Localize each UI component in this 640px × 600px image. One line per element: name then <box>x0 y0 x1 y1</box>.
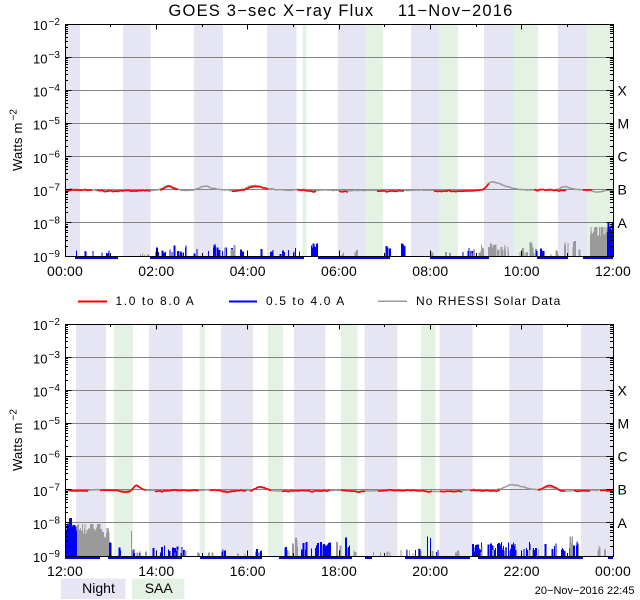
svg-text:B: B <box>618 482 627 498</box>
svg-text:12:00: 12:00 <box>595 263 631 279</box>
svg-text:10: 10 <box>33 318 47 333</box>
svg-text:C: C <box>618 449 628 465</box>
svg-text:−2: −2 <box>9 109 20 121</box>
svg-text:16:00: 16:00 <box>230 563 266 579</box>
svg-text:18:00: 18:00 <box>321 563 357 579</box>
svg-text:C: C <box>618 149 628 165</box>
svg-text:−9: −9 <box>49 249 61 260</box>
svg-text:06:00: 06:00 <box>321 263 357 279</box>
svg-text:M: M <box>618 415 630 431</box>
svg-text:10: 10 <box>33 51 47 66</box>
svg-text:−3: −3 <box>49 50 61 61</box>
svg-text:10: 10 <box>33 85 47 100</box>
svg-text:−2: −2 <box>49 317 61 328</box>
svg-text:−6: −6 <box>49 449 61 460</box>
svg-text:A: A <box>618 515 628 531</box>
svg-text:M: M <box>618 115 630 131</box>
svg-text:10: 10 <box>33 250 47 265</box>
svg-text:10: 10 <box>33 484 47 499</box>
svg-text:SAA: SAA <box>145 580 174 596</box>
svg-text:−4: −4 <box>49 83 61 94</box>
svg-text:10: 10 <box>33 151 47 166</box>
svg-text:1.0 to 8.0 A: 1.0 to 8.0 A <box>116 294 196 308</box>
svg-text:10: 10 <box>33 451 47 466</box>
svg-text:−8: −8 <box>49 516 61 527</box>
svg-text:10: 10 <box>33 418 47 433</box>
svg-text:10: 10 <box>33 385 47 400</box>
svg-text:04:00: 04:00 <box>230 263 266 279</box>
svg-text:10: 10 <box>33 351 47 366</box>
svg-text:−7: −7 <box>49 483 61 494</box>
svg-text:Night: Night <box>82 580 115 596</box>
svg-text:08:00: 08:00 <box>412 263 448 279</box>
svg-text:No RHESSI Solar Data: No RHESSI Solar Data <box>416 294 561 308</box>
svg-text:10:00: 10:00 <box>504 263 540 279</box>
svg-text:00:00: 00:00 <box>595 563 631 579</box>
svg-text:10: 10 <box>33 550 47 565</box>
svg-text:−2: −2 <box>49 17 61 28</box>
svg-text:0.5 to 4.0 A: 0.5 to 4.0 A <box>266 294 346 308</box>
svg-text:X: X <box>618 82 628 98</box>
svg-text:B: B <box>618 182 627 198</box>
svg-text:00:00: 00:00 <box>47 263 83 279</box>
svg-text:14:00: 14:00 <box>138 563 174 579</box>
svg-text:A: A <box>618 215 628 231</box>
svg-text:02:00: 02:00 <box>138 263 174 279</box>
svg-text:−5: −5 <box>49 116 61 127</box>
svg-text:10: 10 <box>33 217 47 232</box>
svg-text:−2: −2 <box>9 409 20 421</box>
svg-text:20:00: 20:00 <box>412 563 448 579</box>
svg-text:12:00: 12:00 <box>47 563 83 579</box>
svg-text:Watts m: Watts m <box>10 422 25 471</box>
svg-text:−3: −3 <box>49 350 61 361</box>
svg-text:−7: −7 <box>49 183 61 194</box>
svg-text:Watts m: Watts m <box>10 122 25 171</box>
svg-text:X: X <box>618 382 628 398</box>
svg-text:10: 10 <box>33 118 47 133</box>
svg-text:20−Nov−2016 22:45: 20−Nov−2016 22:45 <box>535 585 635 597</box>
svg-text:GOES 3−sec X−ray Flux 11−Nov−: GOES 3−sec X−ray Flux 11−Nov−2016 <box>169 2 514 20</box>
svg-text:22:00: 22:00 <box>504 563 540 579</box>
svg-text:−9: −9 <box>49 549 61 560</box>
svg-text:10: 10 <box>33 517 47 532</box>
svg-text:−8: −8 <box>49 216 61 227</box>
svg-text:−5: −5 <box>49 416 61 427</box>
svg-text:10: 10 <box>33 184 47 199</box>
svg-text:10: 10 <box>33 18 47 33</box>
svg-text:−6: −6 <box>49 149 61 160</box>
svg-text:−4: −4 <box>49 383 61 394</box>
